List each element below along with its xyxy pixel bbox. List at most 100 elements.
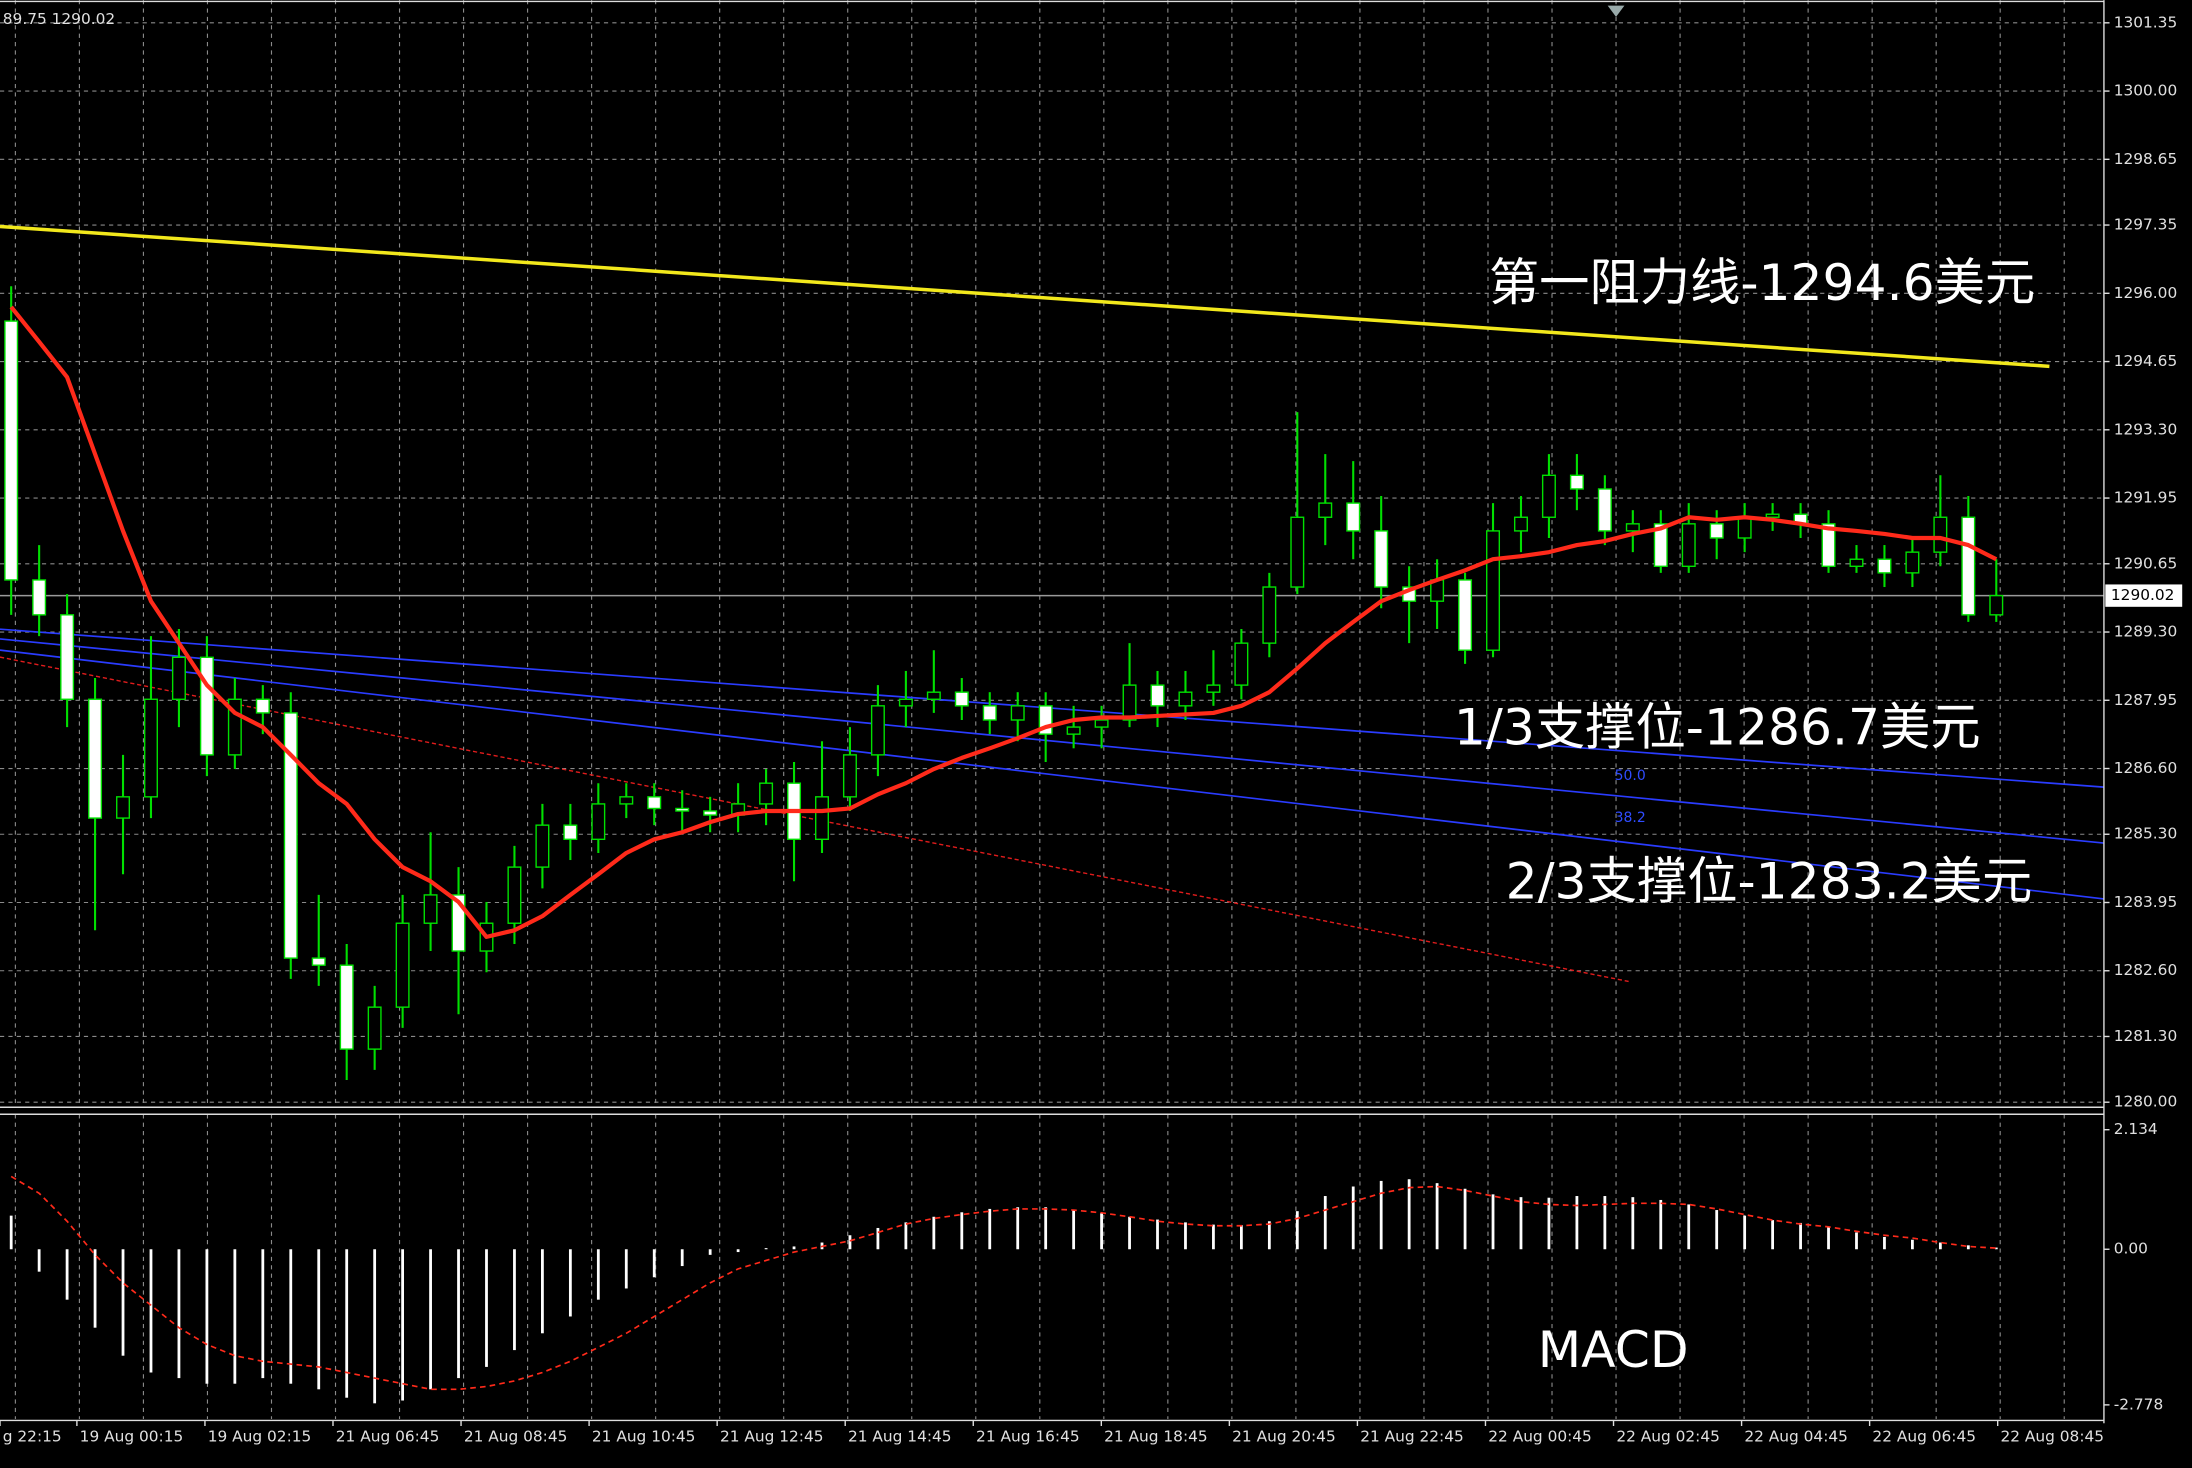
shift-marker [1607, 5, 1625, 17]
y-tick-label: 1297.35 [2114, 216, 2178, 234]
candle-body [1961, 516, 1976, 616]
y-tick-label: 1283.95 [2114, 893, 2178, 911]
candle-body [199, 656, 214, 756]
candle-body [926, 691, 941, 700]
candle-body [1597, 488, 1612, 532]
x-tick-label: 22 Aug 02:45 [1616, 1428, 1720, 1446]
candle-body [4, 320, 19, 581]
macd-bar [988, 1208, 992, 1250]
x-tick-label: 22 Aug 06:45 [1872, 1428, 1976, 1446]
macd-bar [1883, 1236, 1886, 1250]
macd-bar [149, 1249, 153, 1373]
macd-bar [792, 1246, 796, 1250]
candle-body [647, 796, 662, 810]
candle-body [88, 698, 103, 819]
macd-bar [1827, 1226, 1830, 1250]
y-tick-label: 1285.30 [2114, 825, 2178, 843]
macd-bar [1855, 1232, 1858, 1250]
candle-body [32, 579, 47, 616]
candle-body [283, 712, 298, 959]
candle-body [507, 866, 522, 924]
trend-line [0, 656, 1629, 983]
candle-body [1374, 530, 1389, 588]
candle-body [1737, 516, 1752, 539]
x-tick-label: 21 Aug 06:45 [336, 1428, 440, 1446]
candle-body [339, 964, 354, 1050]
candle-body [395, 922, 410, 1008]
macd-bar [1100, 1213, 1103, 1250]
macd-bar [960, 1212, 964, 1250]
macd-bar [1519, 1197, 1523, 1250]
candle-body [255, 698, 270, 714]
annotation: 第一阻力线-1294.6美元 [1489, 253, 2035, 312]
macd-bar [1351, 1186, 1355, 1250]
macd-bar [1631, 1197, 1635, 1250]
candle-body [563, 824, 578, 841]
annotation: 50.0 [1615, 768, 1646, 784]
candle-body [311, 957, 326, 966]
candle-body [116, 796, 131, 819]
candle-body [898, 698, 913, 707]
candle-body [60, 614, 75, 700]
macd-bar [121, 1249, 125, 1356]
x-tick-label: 21 Aug 18:45 [1104, 1428, 1208, 1446]
macd-bar [513, 1249, 516, 1351]
candle-body [1513, 516, 1528, 532]
y-tick-label: 1282.60 [2114, 961, 2178, 979]
y-tick-label: 1291.95 [2114, 489, 2178, 507]
x-tick-label: 21 Aug 08:45 [464, 1428, 568, 1446]
y-tick-label: 1301.35 [2114, 13, 2178, 31]
candle-body [982, 705, 997, 721]
y-tick-label: 1281.30 [2114, 1027, 2178, 1045]
x-tick-label: g 22:15 [3, 1428, 62, 1446]
macd-bar [1659, 1199, 1663, 1250]
candle-body [703, 810, 718, 816]
moving-average [9, 305, 1998, 939]
macd-bar [1575, 1196, 1579, 1250]
y-tick-label: 0.00 [2114, 1240, 2148, 1258]
macd-bar [1323, 1196, 1327, 1250]
macd-bar [401, 1249, 405, 1401]
x-tick-label: 19 Aug 00:15 [80, 1428, 184, 1446]
candle-body [1122, 684, 1137, 721]
y-tick-label: 1287.95 [2114, 691, 2178, 709]
macd-bar [1184, 1222, 1187, 1250]
candle-body [1486, 530, 1501, 651]
candle-body [1206, 684, 1221, 693]
channel-line [0, 638, 2105, 844]
macd-bar [205, 1249, 209, 1384]
candle-body [1150, 684, 1165, 707]
resistance-line [0, 224, 2050, 369]
x-tick-label: 22 Aug 08:45 [2000, 1428, 2104, 1446]
macd-bar [1212, 1224, 1215, 1250]
candle-body [954, 691, 969, 707]
macd-bar [1295, 1211, 1299, 1250]
macd-bar [932, 1216, 936, 1250]
last-price-box [2105, 584, 2183, 607]
macd-bar [345, 1249, 349, 1398]
signal-line [10, 1175, 1997, 1391]
candle-body [675, 807, 690, 812]
y-tick-label: 1294.65 [2114, 352, 2178, 370]
macd-bar [1016, 1207, 1020, 1250]
candle-body [1709, 523, 1724, 539]
macd-bar [429, 1249, 432, 1390]
candle-body [1346, 502, 1361, 532]
macd-bar [541, 1249, 544, 1334]
macd-bar [1547, 1197, 1551, 1250]
candle-body [1989, 594, 2004, 616]
plot: 1301.35 1300.00 1298.65 1297.35 1296.00 1294.… [0, 13, 2183, 1446]
macd-bar [1994, 1247, 1998, 1250]
macd-bar [233, 1249, 237, 1384]
macd-bar [652, 1249, 656, 1278]
candle-body [1290, 516, 1305, 588]
candle-body [1262, 586, 1277, 644]
candle-body [591, 803, 606, 841]
candle-body [535, 824, 550, 868]
y-tick-label: 2.134 [2114, 1120, 2158, 1138]
macd-bar [1687, 1204, 1691, 1250]
candle-body [1318, 502, 1333, 518]
macd-bar [373, 1249, 377, 1404]
y-tick-label: 1300.00 [2114, 82, 2178, 100]
